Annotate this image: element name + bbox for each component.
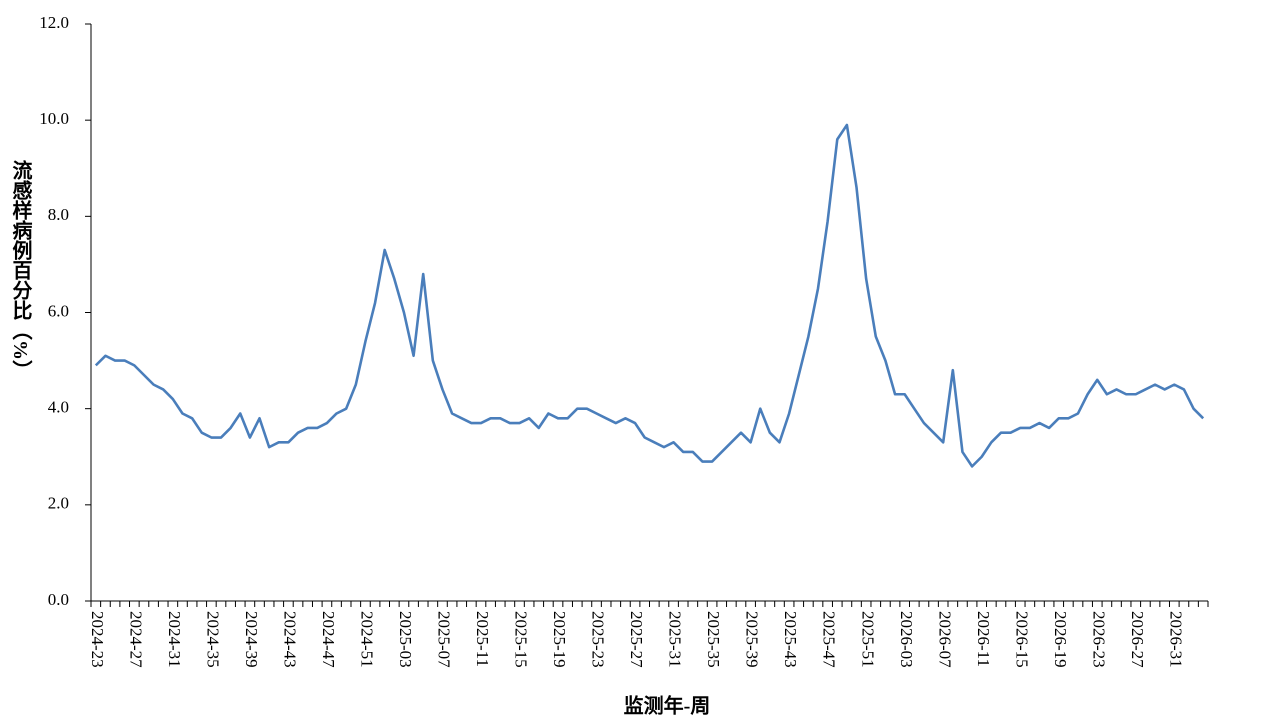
x-tick-label: 2025-11 [473,611,492,667]
y-tick-label: 8.0 [48,205,69,224]
x-tick-label: 2025-47 [820,611,839,668]
x-tick-label: 2026-11 [974,611,993,667]
x-tick-label: 2024-39 [242,611,261,668]
x-tick-label: 2024-23 [88,611,107,668]
x-tick-label: 2024-47 [319,611,338,668]
x-tick-label: 2025-23 [589,611,608,668]
x-tick-label: 2025-15 [512,611,531,668]
x-tick-label: 2026-15 [1012,611,1031,668]
x-tick-label: 2025-19 [550,611,569,668]
series-line [94,123,1205,468]
y-tick-label: 12.0 [39,13,69,32]
x-tick-label: 2024-31 [165,611,184,668]
x-tick-label: 2026-07 [935,611,954,668]
x-tick-label: 2024-27 [126,611,145,668]
x-tick-label: 2025-51 [858,611,877,668]
x-tick-label: 2025-43 [781,611,800,668]
x-tick-label: 2026-27 [1128,611,1147,668]
y-tick-label: 10.0 [39,109,69,128]
x-tick-label: 2026-23 [1089,611,1108,668]
x-axis-label: 监测年-周 [624,694,711,718]
x-tick-label: 2026-03 [897,611,916,668]
x-tick-label: 2026-19 [1051,611,1070,668]
x-tick-label: 2025-03 [396,611,415,668]
x-tick-label: 2024-43 [280,611,299,668]
x-tick-label: 2026-31 [1166,611,1185,668]
x-tick-label: 2025-39 [743,611,762,668]
x-tick-label: 2025-31 [666,611,685,668]
y-tick-label: 4.0 [48,398,69,417]
x-tick-label: 2024-51 [358,611,377,668]
y-tick-label: 0.0 [48,590,69,609]
x-tick-label: 2025-35 [704,611,723,668]
x-tick-label: 2025-07 [435,611,454,668]
y-tick-label: 2.0 [48,494,69,513]
x-tick-label: 2025-27 [627,611,646,668]
x-tick-label: 2024-35 [203,611,222,668]
y-tick-label: 6.0 [48,301,69,320]
y-axis-label: 流感样病例百分比（%） [9,159,32,380]
